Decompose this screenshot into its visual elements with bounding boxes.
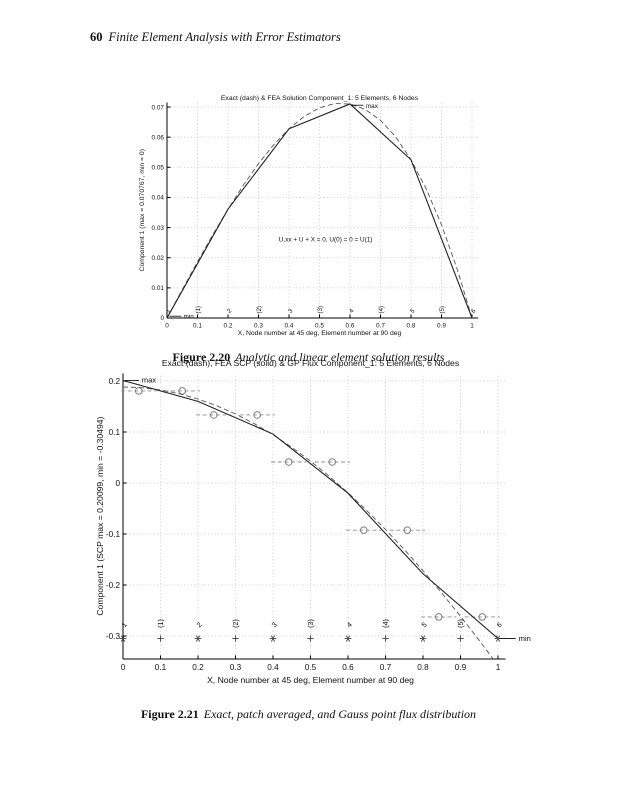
book-title: Finite Element Analysis with Error Estim… bbox=[108, 30, 341, 44]
series-0 bbox=[167, 103, 473, 319]
svg-text:0.07: 0.07 bbox=[152, 104, 165, 111]
gridlines bbox=[122, 373, 506, 659]
svg-text:(1): (1) bbox=[195, 306, 202, 314]
svg-text:3: 3 bbox=[287, 307, 295, 315]
svg-text:max: max bbox=[366, 103, 379, 110]
element-number-labels: (1) (2) (3) (4) (5) bbox=[195, 306, 446, 314]
svg-text:6: 6 bbox=[470, 307, 478, 315]
svg-text:4: 4 bbox=[345, 620, 354, 629]
x-axis-label: X, Node number at 45 deg, Element number… bbox=[238, 330, 402, 337]
svg-text:6: 6 bbox=[495, 620, 504, 629]
svg-text:2: 2 bbox=[226, 307, 234, 315]
svg-text:0.2: 0.2 bbox=[192, 663, 204, 672]
svg-text:min: min bbox=[519, 634, 531, 643]
axes bbox=[166, 102, 479, 319]
svg-text:0: 0 bbox=[121, 663, 126, 672]
running-head: 60 Finite Element Analysis with Error Est… bbox=[90, 30, 341, 45]
svg-text:0: 0 bbox=[115, 479, 120, 488]
svg-text:0.01: 0.01 bbox=[152, 285, 165, 292]
svg-text:-0.2: -0.2 bbox=[106, 581, 121, 590]
svg-text:(5): (5) bbox=[456, 619, 465, 628]
svg-text:(5): (5) bbox=[439, 306, 446, 314]
svg-text:max: max bbox=[142, 376, 157, 385]
svg-text:(4): (4) bbox=[381, 619, 390, 628]
y-axis-label: Component 1 (max = 0.070767, min = 0) bbox=[139, 149, 146, 271]
svg-text:U,xx + U + X = 0, U(0) =: U,xx + U + X = 0, U(0) = 0 = U(1) bbox=[279, 236, 373, 243]
svg-text:0.7: 0.7 bbox=[376, 322, 385, 329]
svg-text:0.1: 0.1 bbox=[109, 428, 121, 437]
svg-text:0.9: 0.9 bbox=[455, 663, 467, 672]
element-number-labels: (1) (2) (3) (4) (5) bbox=[156, 619, 465, 628]
svg-text:0.3: 0.3 bbox=[230, 663, 242, 672]
node-number-labels: 1 2 3 4 5 6 bbox=[120, 620, 504, 629]
svg-text:0: 0 bbox=[165, 322, 169, 329]
svg-text:min: min bbox=[183, 313, 194, 320]
svg-text:0.2: 0.2 bbox=[109, 377, 121, 386]
node-element-markers bbox=[119, 635, 502, 642]
svg-text:0.06: 0.06 bbox=[152, 134, 165, 141]
figure-2-20-chart: 0 0.1 0.2 0.3 0.4 0.5 0.6 0.7 0.8 0.9 100.010.020.… bbox=[139, 95, 479, 337]
svg-text:0.3: 0.3 bbox=[254, 322, 263, 329]
svg-text:0.1: 0.1 bbox=[155, 663, 167, 672]
svg-text:0.7: 0.7 bbox=[380, 663, 392, 672]
svg-text:2: 2 bbox=[195, 620, 204, 629]
y-axis-label: Component 1 (SCP max = 0.20099, min = -0… bbox=[95, 416, 105, 615]
svg-text:0.4: 0.4 bbox=[285, 322, 294, 329]
svg-text:(2): (2) bbox=[231, 619, 240, 628]
svg-text:0.1: 0.1 bbox=[193, 322, 202, 329]
svg-text:-0.3: -0.3 bbox=[106, 632, 121, 641]
svg-text:1: 1 bbox=[165, 307, 173, 315]
gridlines bbox=[166, 102, 479, 319]
figure-2-20-caption-text: Analytic and linear element solution res… bbox=[235, 350, 445, 364]
annotations: max min U,xx + U + X = 0, U(0) = 0 = U(1) bbox=[169, 103, 379, 320]
svg-text:-0.1: -0.1 bbox=[106, 530, 121, 539]
svg-text:1: 1 bbox=[120, 620, 129, 629]
svg-text:0.6: 0.6 bbox=[346, 322, 355, 329]
chart-title: Exact (dash) & FEA Solution Component_1:… bbox=[221, 95, 419, 102]
x-axis-label: X, Node number at 45 deg, Element number… bbox=[207, 675, 414, 685]
svg-text:0.04: 0.04 bbox=[152, 195, 165, 202]
svg-text:0.03: 0.03 bbox=[152, 225, 165, 232]
svg-text:(2): (2) bbox=[256, 306, 263, 314]
figure-2-21-chart: 0 0.1 0.2 0.3 0.4 0.5 0.6 0.7 0.8 0.9 1 -0.3 -0.2 -0.… bbox=[95, 358, 531, 685]
svg-text:0.5: 0.5 bbox=[305, 663, 317, 672]
svg-text:1: 1 bbox=[496, 663, 501, 672]
svg-text:0.9: 0.9 bbox=[437, 322, 446, 329]
svg-text:0.5: 0.5 bbox=[315, 322, 324, 329]
page-number: 60 bbox=[90, 30, 103, 44]
figure-2-20-caption: Figure 2.20 Analytic and linear element s… bbox=[0, 350, 617, 365]
svg-text:0.8: 0.8 bbox=[417, 663, 429, 672]
svg-text:0.8: 0.8 bbox=[407, 322, 416, 329]
chart-title: Exact (dash), FEA SCP (solid) & GP Flux … bbox=[162, 358, 459, 368]
svg-text:0.05: 0.05 bbox=[152, 165, 165, 172]
svg-text:0.4: 0.4 bbox=[267, 663, 279, 672]
svg-text:1: 1 bbox=[470, 322, 474, 329]
tick-labels: 0 0.1 0.2 0.3 0.4 0.5 0.6 0.7 0.8 0.9 100.010.020.… bbox=[152, 104, 475, 329]
svg-text:0: 0 bbox=[160, 315, 164, 322]
node-number-labels: 1 2 3 4 5 6 bbox=[165, 307, 478, 315]
series-1 bbox=[167, 103, 473, 319]
axes bbox=[122, 373, 506, 660]
svg-text:(3): (3) bbox=[306, 619, 315, 628]
svg-text:(3): (3) bbox=[317, 306, 324, 314]
svg-text:(4): (4) bbox=[378, 306, 385, 314]
svg-text:0.6: 0.6 bbox=[342, 663, 354, 672]
series-1 bbox=[123, 379, 499, 639]
svg-text:(1): (1) bbox=[156, 619, 165, 628]
figure-2-21-caption-text: Exact, patch averaged, and Gauss point f… bbox=[203, 707, 477, 721]
svg-text:3: 3 bbox=[270, 620, 279, 629]
figure-2-21-caption-label: Figure 2.21 bbox=[140, 707, 199, 721]
svg-text:0.2: 0.2 bbox=[224, 322, 233, 329]
annotations: max min bbox=[124, 376, 531, 643]
figure-2-21-caption: Figure 2.21 Exact, patch averaged, and Ga… bbox=[0, 707, 617, 722]
svg-text:0.02: 0.02 bbox=[152, 255, 165, 262]
tick-labels: 0 0.1 0.2 0.3 0.4 0.5 0.6 0.7 0.8 0.9 1 -0.3 -0.2 -0.… bbox=[106, 377, 501, 672]
svg-text:4: 4 bbox=[348, 307, 356, 315]
svg-text:5: 5 bbox=[409, 307, 417, 315]
figure-2-20-caption-label: Figure 2.20 bbox=[172, 350, 231, 364]
svg-text:5: 5 bbox=[420, 620, 429, 629]
gauss-point-flux bbox=[121, 387, 500, 621]
